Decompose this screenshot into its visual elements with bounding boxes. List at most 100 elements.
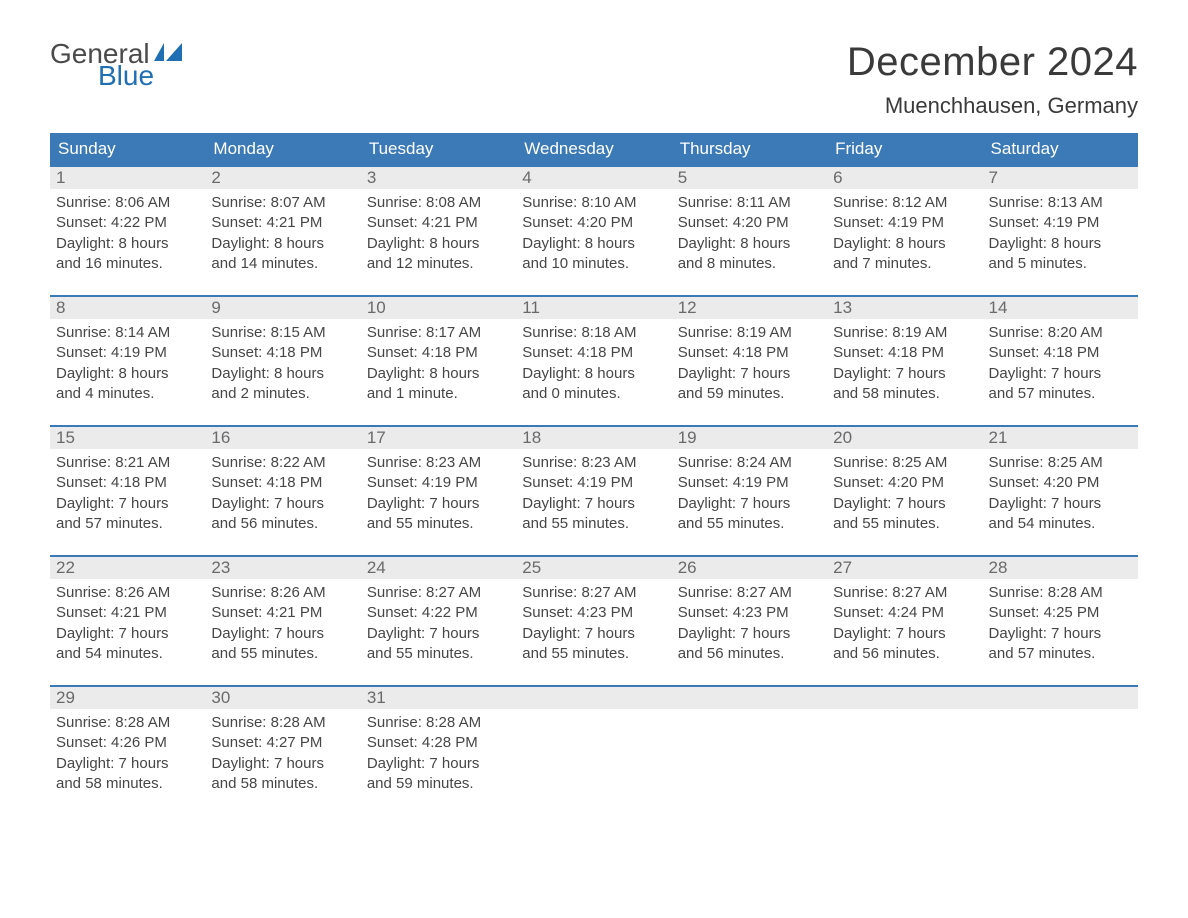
day-dl1: Daylight: 7 hours bbox=[989, 624, 1132, 644]
day-sunrise: Sunrise: 8:27 AM bbox=[522, 583, 665, 603]
day-dl2: and 10 minutes. bbox=[522, 254, 665, 274]
day-dl1: Daylight: 7 hours bbox=[522, 624, 665, 644]
month-title: December 2024 bbox=[847, 40, 1138, 85]
day-sunset: Sunset: 4:28 PM bbox=[367, 733, 510, 753]
week-row: 1Sunrise: 8:06 AMSunset: 4:22 PMDaylight… bbox=[50, 165, 1138, 283]
day-cell: 14Sunrise: 8:20 AMSunset: 4:18 PMDayligh… bbox=[983, 297, 1138, 413]
day-sunrise: Sunrise: 8:14 AM bbox=[56, 323, 199, 343]
day-dl1: Daylight: 7 hours bbox=[678, 364, 821, 384]
day-dl1: Daylight: 8 hours bbox=[56, 234, 199, 254]
day-sunset: Sunset: 4:21 PM bbox=[56, 603, 199, 623]
day-dl1: Daylight: 8 hours bbox=[367, 364, 510, 384]
day-number: 19 bbox=[672, 427, 827, 449]
day-sunset: Sunset: 4:23 PM bbox=[678, 603, 821, 623]
day-dl2: and 58 minutes. bbox=[211, 774, 354, 794]
day-sunrise: Sunrise: 8:25 AM bbox=[989, 453, 1132, 473]
day-sunset: Sunset: 4:25 PM bbox=[989, 603, 1132, 623]
day-number: 8 bbox=[50, 297, 205, 319]
day-cell: 17Sunrise: 8:23 AMSunset: 4:19 PMDayligh… bbox=[361, 427, 516, 543]
day-number: 3 bbox=[361, 167, 516, 189]
day-sunset: Sunset: 4:19 PM bbox=[56, 343, 199, 363]
day-dl2: and 55 minutes. bbox=[367, 514, 510, 534]
day-number: 25 bbox=[516, 557, 671, 579]
day-dl2: and 1 minute. bbox=[367, 384, 510, 404]
day-cell bbox=[516, 687, 671, 803]
day-body: Sunrise: 8:26 AMSunset: 4:21 PMDaylight:… bbox=[50, 579, 205, 664]
day-cell: 2Sunrise: 8:07 AMSunset: 4:21 PMDaylight… bbox=[205, 167, 360, 283]
day-dl1: Daylight: 7 hours bbox=[833, 364, 976, 384]
day-dl1: Daylight: 7 hours bbox=[367, 754, 510, 774]
day-sunset: Sunset: 4:26 PM bbox=[56, 733, 199, 753]
week-row: 15Sunrise: 8:21 AMSunset: 4:18 PMDayligh… bbox=[50, 425, 1138, 543]
day-dl1: Daylight: 7 hours bbox=[56, 494, 199, 514]
day-body: Sunrise: 8:14 AMSunset: 4:19 PMDaylight:… bbox=[50, 319, 205, 404]
day-dl1: Daylight: 7 hours bbox=[211, 494, 354, 514]
day-body: Sunrise: 8:23 AMSunset: 4:19 PMDaylight:… bbox=[516, 449, 671, 534]
day-dl2: and 57 minutes. bbox=[56, 514, 199, 534]
day-number: 18 bbox=[516, 427, 671, 449]
day-sunrise: Sunrise: 8:19 AM bbox=[833, 323, 976, 343]
day-number: 2 bbox=[205, 167, 360, 189]
day-header: Tuesday bbox=[361, 133, 516, 165]
day-cell: 1Sunrise: 8:06 AMSunset: 4:22 PMDaylight… bbox=[50, 167, 205, 283]
day-sunrise: Sunrise: 8:22 AM bbox=[211, 453, 354, 473]
day-dl1: Daylight: 7 hours bbox=[367, 624, 510, 644]
day-sunset: Sunset: 4:20 PM bbox=[522, 213, 665, 233]
day-sunset: Sunset: 4:21 PM bbox=[211, 213, 354, 233]
day-dl1: Daylight: 7 hours bbox=[989, 494, 1132, 514]
day-sunset: Sunset: 4:18 PM bbox=[522, 343, 665, 363]
week-row: 29Sunrise: 8:28 AMSunset: 4:26 PMDayligh… bbox=[50, 685, 1138, 803]
day-body: Sunrise: 8:25 AMSunset: 4:20 PMDaylight:… bbox=[827, 449, 982, 534]
day-dl2: and 55 minutes. bbox=[678, 514, 821, 534]
day-sunset: Sunset: 4:19 PM bbox=[833, 213, 976, 233]
day-body: Sunrise: 8:17 AMSunset: 4:18 PMDaylight:… bbox=[361, 319, 516, 404]
day-sunrise: Sunrise: 8:08 AM bbox=[367, 193, 510, 213]
day-sunset: Sunset: 4:27 PM bbox=[211, 733, 354, 753]
day-body: Sunrise: 8:13 AMSunset: 4:19 PMDaylight:… bbox=[983, 189, 1138, 274]
day-cell: 30Sunrise: 8:28 AMSunset: 4:27 PMDayligh… bbox=[205, 687, 360, 803]
day-dl2: and 2 minutes. bbox=[211, 384, 354, 404]
day-cell: 29Sunrise: 8:28 AMSunset: 4:26 PMDayligh… bbox=[50, 687, 205, 803]
day-number: 30 bbox=[205, 687, 360, 709]
day-header: Friday bbox=[827, 133, 982, 165]
day-number bbox=[983, 687, 1138, 709]
day-sunrise: Sunrise: 8:13 AM bbox=[989, 193, 1132, 213]
day-dl1: Daylight: 7 hours bbox=[833, 494, 976, 514]
day-cell: 21Sunrise: 8:25 AMSunset: 4:20 PMDayligh… bbox=[983, 427, 1138, 543]
day-dl1: Daylight: 7 hours bbox=[678, 494, 821, 514]
day-sunrise: Sunrise: 8:27 AM bbox=[833, 583, 976, 603]
day-cell bbox=[827, 687, 982, 803]
day-sunset: Sunset: 4:21 PM bbox=[367, 213, 510, 233]
week-row: 22Sunrise: 8:26 AMSunset: 4:21 PMDayligh… bbox=[50, 555, 1138, 673]
day-dl1: Daylight: 7 hours bbox=[989, 364, 1132, 384]
day-body: Sunrise: 8:22 AMSunset: 4:18 PMDaylight:… bbox=[205, 449, 360, 534]
day-sunrise: Sunrise: 8:15 AM bbox=[211, 323, 354, 343]
day-body: Sunrise: 8:23 AMSunset: 4:19 PMDaylight:… bbox=[361, 449, 516, 534]
day-sunrise: Sunrise: 8:06 AM bbox=[56, 193, 199, 213]
day-body: Sunrise: 8:27 AMSunset: 4:24 PMDaylight:… bbox=[827, 579, 982, 664]
day-header: Wednesday bbox=[516, 133, 671, 165]
day-sunrise: Sunrise: 8:25 AM bbox=[833, 453, 976, 473]
day-cell: 20Sunrise: 8:25 AMSunset: 4:20 PMDayligh… bbox=[827, 427, 982, 543]
day-number: 22 bbox=[50, 557, 205, 579]
day-dl2: and 54 minutes. bbox=[989, 514, 1132, 534]
day-dl1: Daylight: 7 hours bbox=[833, 624, 976, 644]
day-sunrise: Sunrise: 8:10 AM bbox=[522, 193, 665, 213]
day-sunset: Sunset: 4:22 PM bbox=[367, 603, 510, 623]
day-number: 7 bbox=[983, 167, 1138, 189]
day-number: 4 bbox=[516, 167, 671, 189]
week-row: 8Sunrise: 8:14 AMSunset: 4:19 PMDaylight… bbox=[50, 295, 1138, 413]
day-dl2: and 59 minutes. bbox=[367, 774, 510, 794]
day-body: Sunrise: 8:11 AMSunset: 4:20 PMDaylight:… bbox=[672, 189, 827, 274]
calendar: Sunday Monday Tuesday Wednesday Thursday… bbox=[50, 133, 1138, 803]
day-dl2: and 55 minutes. bbox=[833, 514, 976, 534]
day-dl2: and 58 minutes. bbox=[833, 384, 976, 404]
day-cell bbox=[672, 687, 827, 803]
day-cell: 15Sunrise: 8:21 AMSunset: 4:18 PMDayligh… bbox=[50, 427, 205, 543]
day-sunrise: Sunrise: 8:27 AM bbox=[678, 583, 821, 603]
day-body: Sunrise: 8:25 AMSunset: 4:20 PMDaylight:… bbox=[983, 449, 1138, 534]
day-number: 21 bbox=[983, 427, 1138, 449]
day-dl1: Daylight: 8 hours bbox=[211, 364, 354, 384]
day-dl2: and 58 minutes. bbox=[56, 774, 199, 794]
day-sunrise: Sunrise: 8:12 AM bbox=[833, 193, 976, 213]
